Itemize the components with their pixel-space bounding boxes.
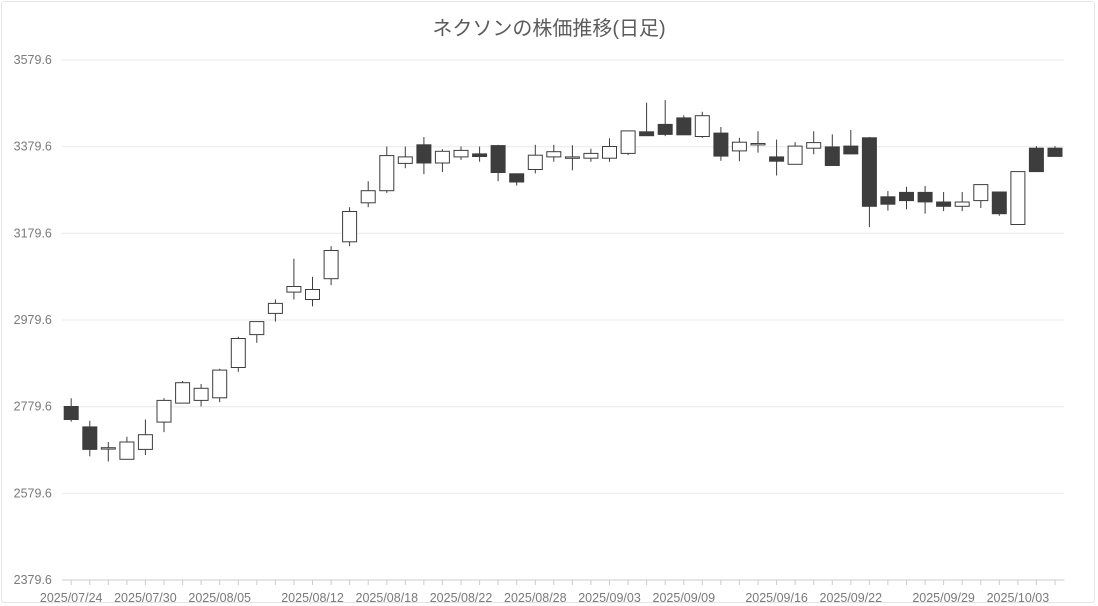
svg-text:2025/08/05: 2025/08/05 [188, 591, 251, 605]
svg-text:2979.6: 2979.6 [14, 313, 52, 327]
svg-text:2025/07/24: 2025/07/24 [40, 591, 103, 605]
svg-text:2025/07/30: 2025/07/30 [114, 591, 177, 605]
svg-text:2025/08/22: 2025/08/22 [430, 591, 493, 605]
svg-text:2025/08/18: 2025/08/18 [356, 591, 419, 605]
svg-text:3379.6: 3379.6 [14, 140, 52, 154]
svg-text:2379.6: 2379.6 [14, 573, 52, 587]
svg-text:2025/08/12: 2025/08/12 [281, 591, 344, 605]
svg-text:2579.6: 2579.6 [14, 486, 52, 500]
svg-text:3579.6: 3579.6 [14, 53, 52, 67]
svg-text:2025/10/03: 2025/10/03 [987, 591, 1050, 605]
svg-text:2025/09/29: 2025/09/29 [912, 591, 975, 605]
svg-text:2779.6: 2779.6 [14, 400, 52, 414]
svg-text:2025/08/28: 2025/08/28 [504, 591, 567, 605]
svg-text:2025/09/09: 2025/09/09 [653, 591, 716, 605]
svg-text:2025/09/16: 2025/09/16 [745, 591, 808, 605]
svg-text:2025/09/03: 2025/09/03 [578, 591, 641, 605]
svg-text:2025/09/22: 2025/09/22 [820, 591, 883, 605]
svg-text:3179.6: 3179.6 [14, 226, 52, 240]
